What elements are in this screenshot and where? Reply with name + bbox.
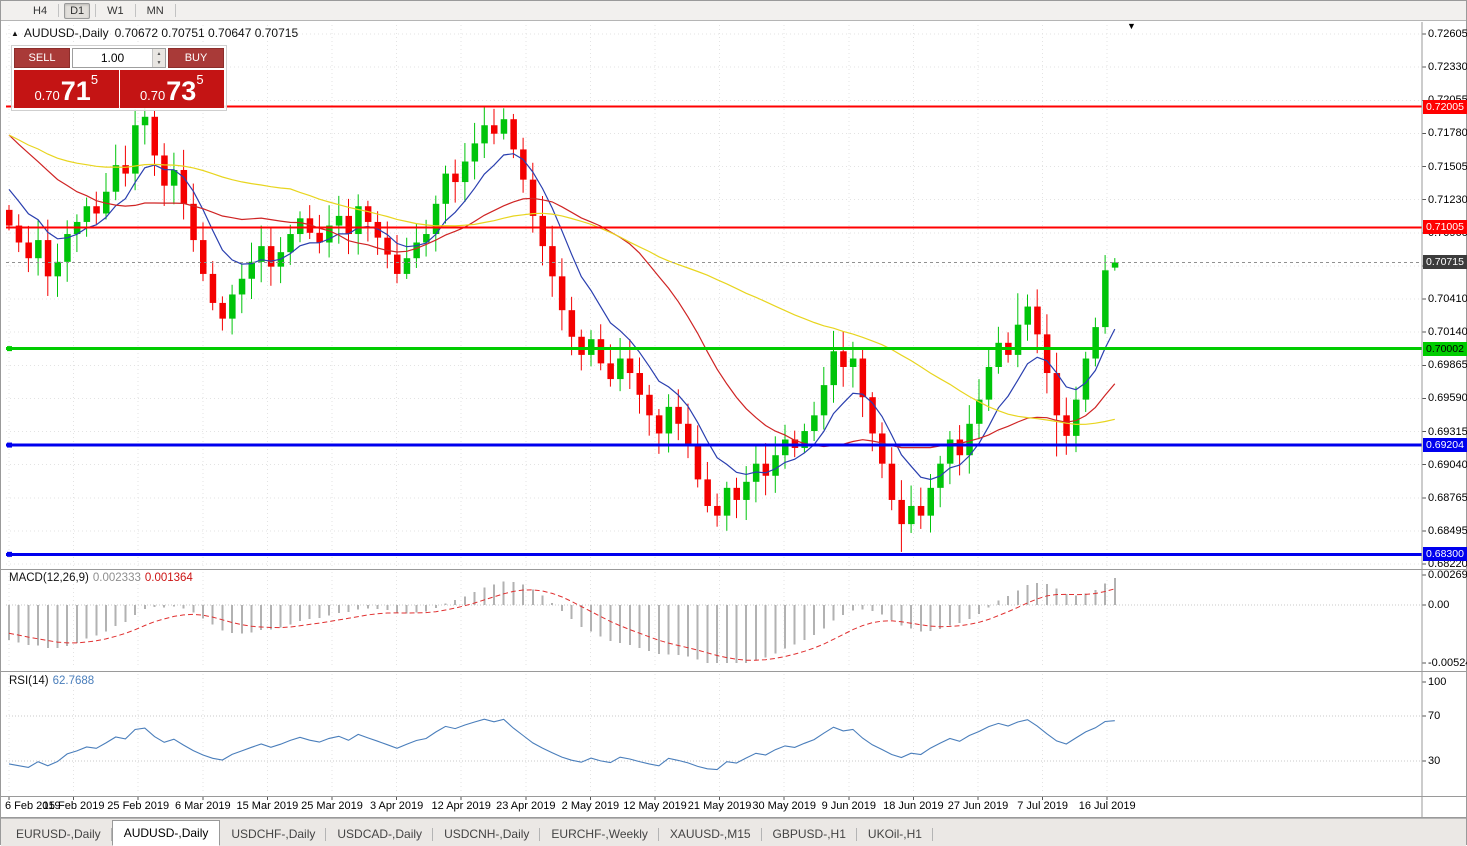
timeframe-button-h4[interactable]: H4 bbox=[33, 4, 48, 17]
lot-increase-button[interactable]: ▲ bbox=[153, 49, 165, 58]
chart-tab-usdcnh-daily[interactable]: USDCNH-,Daily bbox=[433, 823, 541, 846]
timeframe-button-group: H4 D1 W1 MN bbox=[27, 2, 180, 19]
sell-button[interactable]: SELL bbox=[14, 48, 70, 68]
trade-controls-row: SELL ▲ ▼ BUY bbox=[14, 48, 224, 68]
rsi-line bbox=[8, 718, 1115, 771]
rsi-value: 62.7688 bbox=[52, 675, 95, 687]
lot-spinner: ▲ ▼ bbox=[152, 49, 165, 67]
candles bbox=[6, 105, 1119, 552]
macd-signal-value: 0.001364 bbox=[144, 572, 193, 584]
chart-tab-usdchf-daily[interactable]: USDCHF-,Daily bbox=[220, 823, 327, 846]
top-toolbar: H4 D1 W1 MN bbox=[1, 1, 1466, 21]
chart-tab-eurchf-weekly[interactable]: EURCHF-,Weekly bbox=[540, 823, 660, 846]
panel-frame bbox=[1, 22, 1467, 818]
macd-main-value: 0.002333 bbox=[92, 572, 141, 584]
chart-shift-marker-icon[interactable]: ▼ bbox=[1127, 21, 1136, 31]
timeframe-button-d1[interactable]: D1 bbox=[64, 2, 91, 19]
timeframe-button-mn[interactable]: MN bbox=[146, 4, 164, 17]
grid-lines bbox=[6, 25, 1422, 794]
chart-tab-bar: EURUSD-,Daily AUDUSD-,Daily USDCHF-,Daily U… bbox=[1, 818, 1466, 846]
toolbar-separator bbox=[95, 4, 97, 17]
toolbar-separator bbox=[58, 4, 60, 17]
sell-price-big-digits: 71 bbox=[60, 76, 91, 106]
moving-average-lines bbox=[8, 134, 1116, 481]
one-click-trading-panel: SELL ▲ ▼ BUY 0.70 71 5 0.70 73 5 bbox=[11, 45, 227, 111]
chart-symbol-label: AUDUSD-,Daily bbox=[23, 26, 109, 40]
chart-ohlc-values: 0.70672 0.70751 0.70647 0.70715 bbox=[114, 26, 299, 40]
collapse-triangle-icon[interactable]: ▲ bbox=[11, 29, 19, 38]
buy-price-prefix: 0.70 bbox=[139, 88, 166, 103]
chart-tab-usdcad-daily[interactable]: USDCAD-,Daily bbox=[326, 823, 433, 846]
lot-size-field: ▲ ▼ bbox=[72, 48, 166, 68]
macd-indicator-label: MACD(12,26,9) 0.002333 0.001364 bbox=[9, 572, 193, 584]
rsi-name: RSI(14) bbox=[9, 675, 49, 687]
trade-price-row: 0.70 71 5 0.70 73 5 bbox=[14, 70, 224, 108]
lot-size-input[interactable] bbox=[73, 49, 152, 67]
buy-price-display[interactable]: 0.70 73 5 bbox=[119, 70, 224, 108]
buy-button[interactable]: BUY bbox=[168, 48, 224, 68]
sell-price-pip-digit: 5 bbox=[90, 72, 99, 87]
chart-tab-eurusd-daily[interactable]: EURUSD-,Daily bbox=[5, 823, 112, 846]
timeframe-button-w1[interactable]: W1 bbox=[107, 4, 124, 17]
buy-price-pip-digit: 5 bbox=[196, 72, 204, 87]
macd-histogram bbox=[8, 577, 1116, 663]
lot-decrease-button[interactable]: ▼ bbox=[153, 58, 165, 67]
sell-price-prefix: 0.70 bbox=[34, 88, 60, 103]
macd-name: MACD(12,26,9) bbox=[9, 572, 89, 584]
toolbar-separator bbox=[174, 4, 176, 17]
chart-tab-gbpusd-h1[interactable]: GBPUSD-,H1 bbox=[762, 823, 858, 846]
chart-tab-ukoil-h1[interactable]: UKOil-,H1 bbox=[857, 823, 933, 846]
down-arrow-icon: ▼ bbox=[156, 59, 162, 66]
chart-tab-xauusd-m15[interactable]: XAUUSD-,M15 bbox=[659, 823, 762, 846]
chart-tab-audusd-daily[interactable]: AUDUSD-,Daily bbox=[111, 820, 221, 846]
up-arrow-icon: ▲ bbox=[156, 50, 162, 57]
horizontal-level-lines[interactable] bbox=[6, 105, 1422, 557]
sell-price-display[interactable]: 0.70 71 5 bbox=[14, 70, 119, 108]
macd-signal-line bbox=[8, 588, 1115, 661]
chart-ohlc-title: ▲ AUDUSD-,Daily 0.70672 0.70751 0.70647 0.… bbox=[11, 26, 298, 40]
toolbar-separator bbox=[134, 4, 136, 17]
buy-price-big-digits: 73 bbox=[166, 76, 197, 106]
rsi-indicator-label: RSI(14) 62.7688 bbox=[9, 675, 94, 687]
